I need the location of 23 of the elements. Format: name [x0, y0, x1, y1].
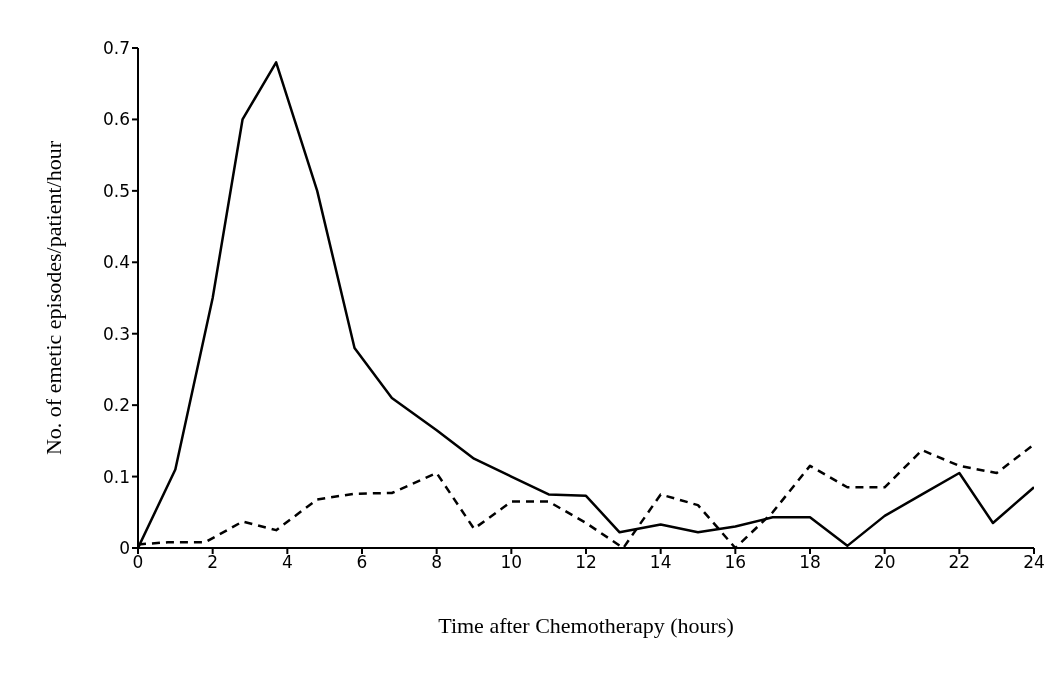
x-tick-label: 18: [799, 552, 821, 573]
y-tick-label: 0.2: [102, 395, 130, 416]
y-tick-label: 0.3: [102, 323, 130, 344]
x-tick-label: 20: [873, 552, 896, 573]
x-tick-label: 0: [132, 552, 144, 573]
x-tick-label: 8: [431, 552, 443, 573]
y-tick-label: 0.7: [102, 38, 130, 59]
y-tick-label: 0: [119, 538, 130, 559]
x-tick-label: 12: [575, 552, 597, 573]
x-tick-label: 14: [649, 552, 672, 573]
x-axis-title: Time after Chemotherapy (hours): [438, 613, 734, 638]
y-tick-label: 0.5: [102, 180, 130, 201]
y-tick-label: 0.1: [102, 466, 130, 487]
x-tick-label: 22: [948, 552, 971, 573]
x-tick-label: 4: [281, 552, 293, 573]
x-tick-label: 16: [724, 552, 747, 573]
x-tick-label: 2: [207, 552, 219, 573]
y-tick-label: 0.4: [102, 252, 130, 273]
x-tick-label: 24: [1023, 552, 1045, 573]
x-tick-label: 6: [356, 552, 368, 573]
x-tick-label: 10: [500, 552, 523, 573]
y-axis-title: No. of emetic episodes/patient/hour: [40, 140, 66, 456]
y-tick-label: 0.6: [102, 109, 130, 130]
